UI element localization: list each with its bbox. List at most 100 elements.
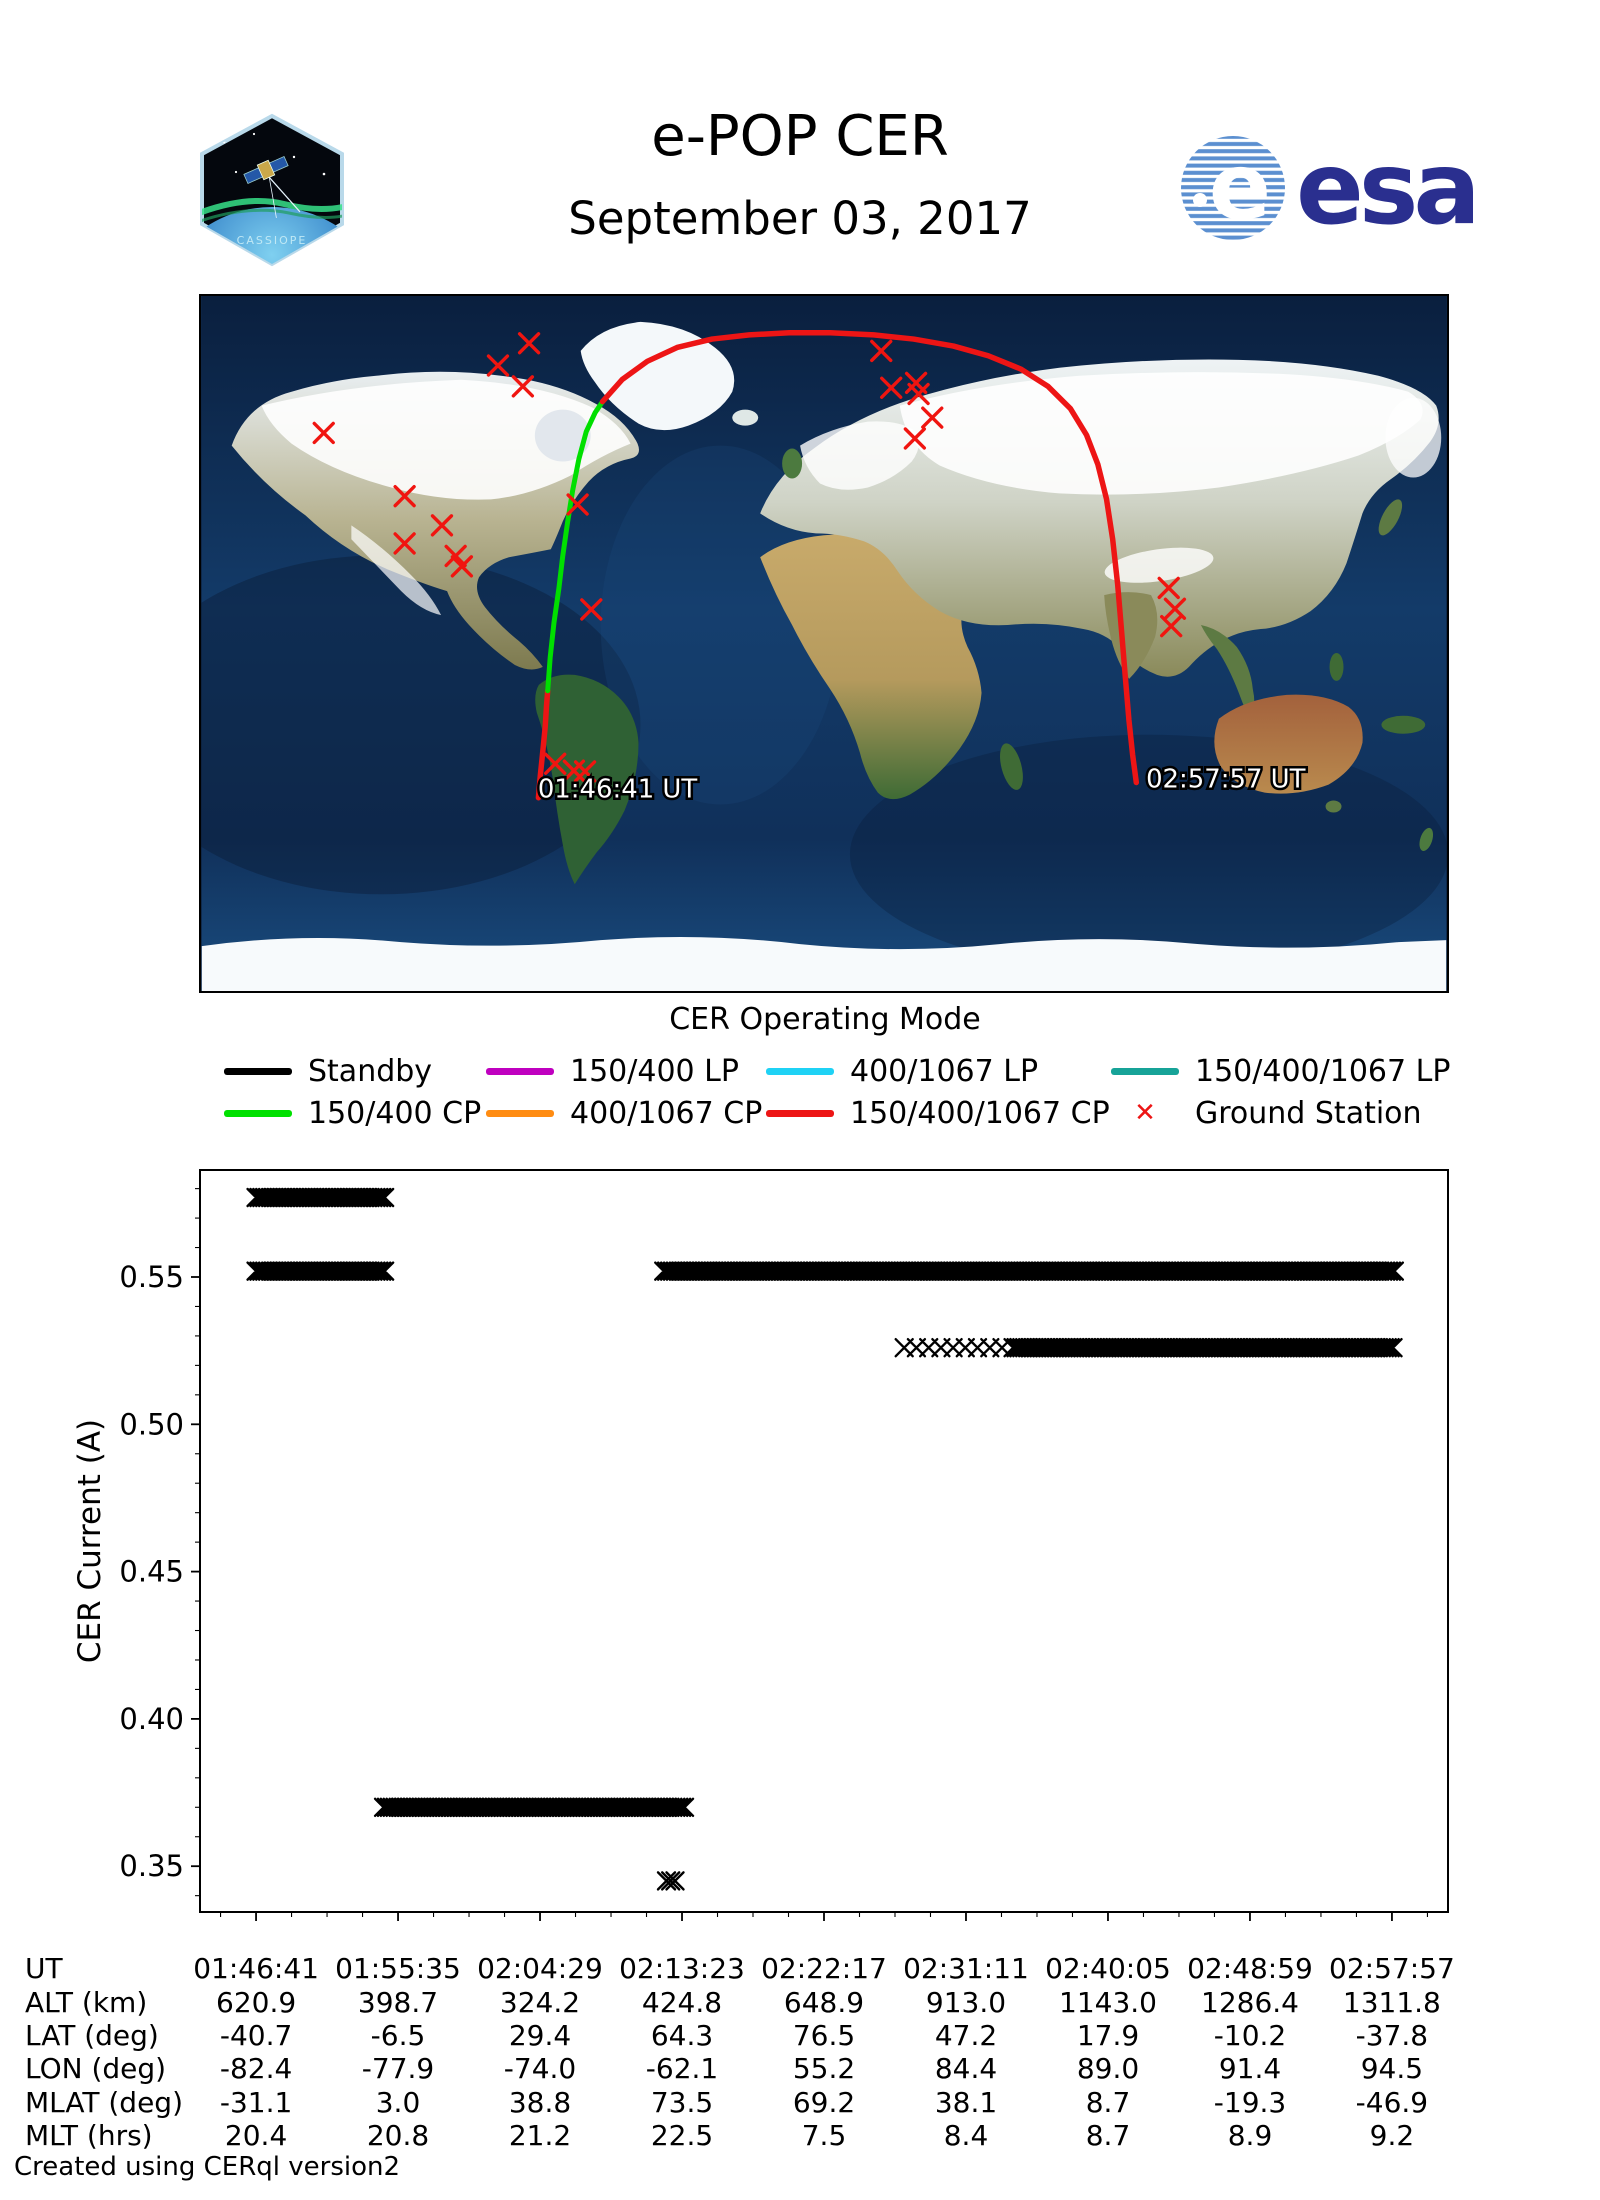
y-tick-label: 0.45 <box>119 1555 184 1589</box>
ground-station-x-icon <box>450 555 474 578</box>
british-isles <box>782 448 803 479</box>
legend-line-swatch <box>766 1067 834 1075</box>
table-cell: 20.8 <box>366 2119 430 2152</box>
ground-station-x-icon <box>444 544 467 568</box>
world-map: 01:46:41 UT 02:57:57 UT <box>122 296 1449 991</box>
legend-item-label: 400/1067 CP <box>570 1095 763 1131</box>
ground-station-x-icon <box>566 493 589 516</box>
tasmania <box>1325 800 1342 813</box>
footer-credit: Created using CERql version2 <box>14 2152 401 2182</box>
legend-item: 400/1067 CP <box>486 1095 763 1131</box>
snow-scandinavia <box>800 421 919 490</box>
legend-item: 150/400/1067 LP <box>1111 1053 1451 1089</box>
scatter-band <box>1003 1338 1403 1358</box>
ground-station-x-icon <box>921 406 944 429</box>
legend-line-swatch <box>766 1109 834 1117</box>
legend-item-label: Ground Station <box>1195 1095 1422 1131</box>
snow-rockies <box>351 525 442 616</box>
antarctica <box>201 936 1447 991</box>
table-cell: -74.0 <box>503 2052 577 2085</box>
scatter-band <box>373 1797 695 1817</box>
ground-track-map: 01:46:41 UT 02:57:57 UT <box>122 294 1449 993</box>
legend-line-swatch <box>224 1067 292 1075</box>
table-cell: 94.5 <box>1360 2052 1424 2085</box>
table-cell: 21.2 <box>508 2119 572 2152</box>
ground-station-x-icon <box>903 427 927 450</box>
y-tick-label: 0.50 <box>119 1407 184 1441</box>
scatter-band <box>246 1187 395 1208</box>
table-cell: 01:46:41 <box>193 1952 319 1985</box>
cer-current-plot: 0.35 0.40 0.45 0.50 0.55 CER Current (A) <box>72 1169 1449 1921</box>
ground-station-x-icon <box>1160 614 1183 638</box>
table-row-label: LON (deg) <box>25 2052 167 2085</box>
table-row-label: MLAT (deg) <box>25 2086 184 2119</box>
snow-kamchatka <box>1385 397 1442 478</box>
table-cell: 29.4 <box>508 2019 572 2052</box>
ground-station-x-icon <box>907 382 930 406</box>
ground-station-x-icon <box>544 752 567 775</box>
legend-item: 150/400 CP <box>224 1096 481 1131</box>
legend-item: 400/1067 LP <box>766 1053 1039 1089</box>
table-cell: -31.1 <box>219 2086 293 2119</box>
legend-item: 150/400 LP <box>486 1053 739 1089</box>
table-cell: 02:48:59 <box>1187 1952 1313 1985</box>
cassiope-patch-art: CASSIOPE <box>200 113 344 267</box>
table-cell: -19.3 <box>1213 2086 1287 2119</box>
table-row-label: LAT (deg) <box>25 2019 159 2052</box>
table-cell: 1311.8 <box>1342 1986 1441 2019</box>
table-cell: 913.0 <box>925 1986 1007 2019</box>
table-cell: 02:40:05 <box>1045 1952 1171 1985</box>
patch-satellite <box>243 155 301 218</box>
y-tick-label: 0.35 <box>119 1849 184 1883</box>
y-tick-label: 0.40 <box>119 1702 184 1736</box>
table-cell: 8.9 <box>1227 2119 1273 2152</box>
table-cell: 3.0 <box>375 2086 421 2119</box>
australia <box>1214 694 1363 794</box>
table-cell: 64.3 <box>650 2019 714 2052</box>
legend: Standby 150/400 LP 400/1067 LP 150/400/1067… <box>0 1040 1600 1140</box>
esa-wordmark: esa <box>1296 130 1476 247</box>
cassiope-mission-patch: CASSIOPE <box>194 112 350 268</box>
svg-text:e: e <box>1209 133 1271 240</box>
table-cell: 38.1 <box>934 2086 998 2119</box>
ground-stations <box>312 332 1187 783</box>
table-cell: 55.2 <box>792 2052 856 2085</box>
ground-station-x-icon <box>312 421 335 445</box>
scatter-band <box>656 1871 685 1891</box>
table-cell: 76.5 <box>792 2019 856 2052</box>
philippines <box>1329 652 1344 681</box>
patch-aurora <box>202 197 342 220</box>
patch-wordmark: CASSIOPE <box>237 234 308 247</box>
legend-item-label: Standby <box>308 1053 433 1089</box>
table-cell: 02:57:57 <box>1329 1952 1455 1985</box>
table-cell: 8.7 <box>1085 2119 1131 2152</box>
table-cell: 73.5 <box>650 2086 714 2119</box>
table-cell: 620.9 <box>216 1986 297 2019</box>
legend-item-label: 400/1067 LP <box>850 1053 1039 1089</box>
ground-station-x-icon <box>393 532 416 555</box>
table-cell: 20.4 <box>224 2119 288 2152</box>
greenland <box>580 321 735 431</box>
table-cell: 22.5 <box>650 2119 714 2152</box>
table-cell: 648.9 <box>783 1986 865 2019</box>
legend-item-label: 150/400 LP <box>570 1053 739 1089</box>
table-row-label: ALT (km) <box>25 1986 148 2019</box>
table-cell: -77.9 <box>361 2052 435 2085</box>
ground-station-x-icon <box>870 339 893 363</box>
table-cell: -62.1 <box>645 2052 719 2085</box>
legend-item-label: 150/400/1067 LP <box>1195 1053 1451 1089</box>
table-cell: 02:04:29 <box>477 1952 603 1985</box>
legend-x-marker-icon: ✕ <box>1134 1098 1156 1128</box>
new-guinea <box>1381 715 1426 734</box>
legend-title: CER Operating Mode <box>669 1002 981 1037</box>
esa-logo-art: e esa <box>1181 130 1481 247</box>
track-segment <box>545 399 606 694</box>
legend-item: 150/400/1067 CP <box>766 1095 1110 1131</box>
table-cell: -37.8 <box>1355 2019 1429 2052</box>
new-zealand <box>1419 827 1434 851</box>
ground-station-x-icon <box>880 376 903 399</box>
table-cell: 324.2 <box>499 1986 581 2019</box>
legend-item-label: 150/400/1067 CP <box>850 1095 1110 1131</box>
continents <box>201 321 1447 991</box>
